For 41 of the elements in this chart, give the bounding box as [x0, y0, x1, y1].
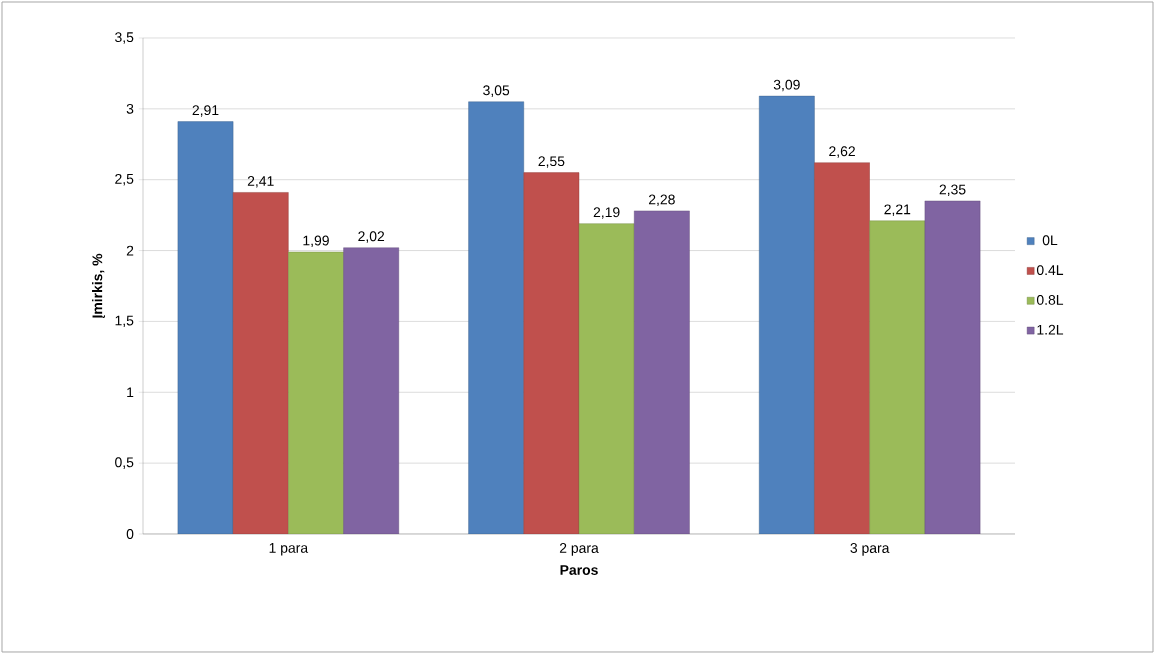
bar [924, 200, 981, 534]
data-label: 2,19 [593, 207, 620, 219]
bar [869, 220, 926, 534]
y-tick-label: 2,5 [115, 173, 134, 186]
y-tick-label: 3 [126, 103, 134, 114]
bar [634, 210, 690, 534]
bar [523, 172, 580, 534]
x-tick-label: 2 para [559, 543, 599, 556]
legend-label: 0.8L [1036, 294, 1064, 305]
y-tick-label: 2 [126, 245, 134, 256]
legend-label: 1.2L [1037, 324, 1064, 335]
y-tick-label: 1 [127, 387, 134, 398]
bar [759, 95, 815, 534]
data-label: 2,55 [538, 156, 565, 168]
legend-label: 0.4L [1036, 265, 1064, 276]
data-label: 3,05 [483, 85, 510, 97]
data-label: 3,09 [773, 79, 800, 92]
y-tick-label: 3,5 [115, 32, 134, 44]
data-label: 1,99 [303, 235, 329, 248]
data-label: 2,21 [884, 204, 911, 216]
bar [232, 192, 289, 534]
data-label: 2,62 [829, 146, 855, 158]
legend-label: 0L [1042, 235, 1058, 246]
x-tick-label: 3 para [850, 543, 890, 556]
data-label: 2,28 [648, 194, 675, 207]
data-label: 2,41 [247, 176, 274, 188]
x-axis-title: Paros [560, 565, 598, 575]
bar [288, 251, 344, 534]
bar [468, 101, 524, 534]
bar [814, 162, 870, 534]
y-axis-title: Įmirkis, % [92, 253, 106, 318]
bar [177, 121, 234, 534]
data-label: 2,35 [939, 184, 966, 197]
y-tick-label: 0 [126, 529, 134, 539]
data-label: 2,91 [192, 105, 219, 117]
y-tick-label: 0,5 [115, 457, 134, 469]
y-tick-label: 1,5 [115, 315, 134, 328]
data-label: 2,02 [358, 231, 385, 243]
bar [578, 223, 635, 534]
x-tick-label: 1 para [269, 543, 309, 556]
bar [343, 247, 399, 534]
